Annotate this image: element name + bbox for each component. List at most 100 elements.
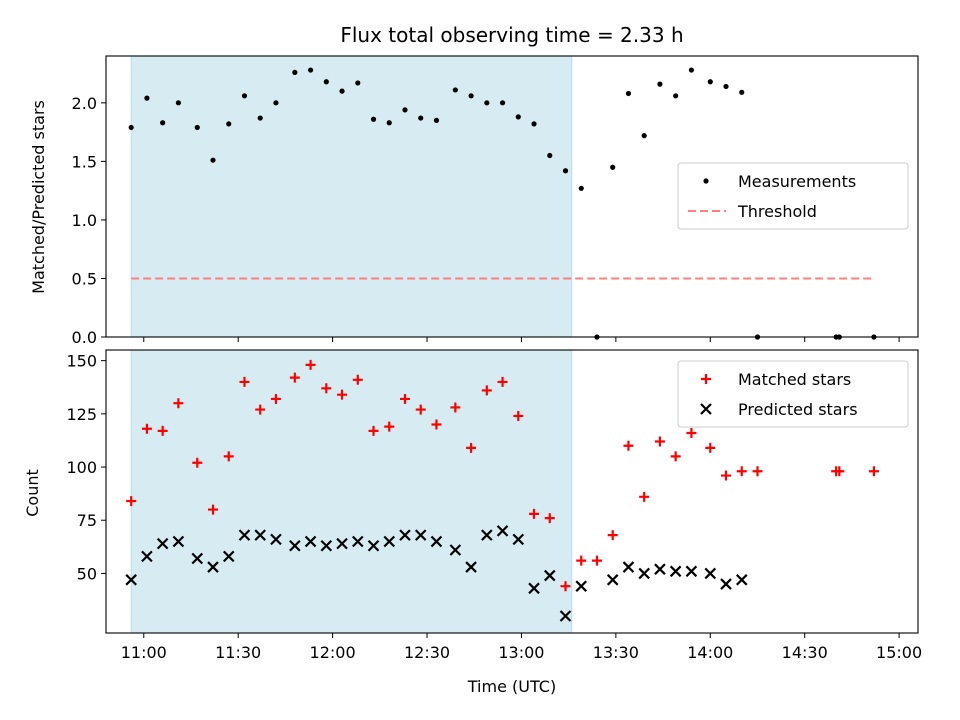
legend-matched-swatch [701,374,711,384]
y-tick-label: 150 [66,352,97,371]
matched-star-point [670,451,681,462]
matched-star-point [513,410,524,421]
x-tick-label: 11:30 [215,643,261,662]
measurement-point [273,100,279,106]
predicted-star-point [654,563,666,575]
matched-star-point [639,491,650,502]
measurement-point [194,124,200,131]
matched-star-point [321,383,332,394]
predicted-star-point [222,550,235,563]
matched-star-point [305,359,316,370]
matched-star-point [239,376,250,387]
predicted-star-point [685,565,698,578]
matched-star-point [415,404,426,415]
y-tick-label: 50 [77,564,97,583]
matched-star-point [834,466,845,477]
predicted-star-point [528,582,540,595]
predicted-star-point [669,565,682,578]
predicted-star-point [575,580,588,592]
measurement-point [499,100,506,106]
predicted-star-point [352,535,364,548]
matched-star-point [192,457,203,468]
matched-star-point [607,530,618,541]
measurement-point [610,164,616,170]
matched-star-point [481,385,492,396]
measurement-point [144,95,150,101]
bottom-ylabel: Count [23,469,42,517]
predicted-star-point [414,529,427,541]
predicted-star-point [559,610,572,622]
matched-star-point [208,504,219,515]
matched-star-point [705,442,716,453]
predicted-star-point [336,537,348,550]
shaded-span [130,55,573,338]
matched-star-point [270,393,281,404]
measurement-point [515,114,521,120]
measurement-point [673,93,679,99]
legend-label: Predicted stars [738,400,858,419]
predicted-star-point [320,539,333,552]
matched-star-point [141,423,152,434]
axes-frame [105,55,919,338]
measurement-point [386,120,392,126]
matched-star-point [352,374,363,385]
legend-label: Measurements [738,172,856,191]
y-tick-label: 2.0 [72,94,97,113]
y-tick-label: 0.5 [72,269,97,288]
matched-star-point [497,376,508,387]
matched-star-point [255,404,266,415]
legend-label: Threshold [737,202,817,221]
matched-star-point [157,425,168,436]
predicted-star-point [481,529,493,541]
chart-title: Flux total observing time = 2.33 h [340,23,683,47]
y-tick-label: 1.5 [72,152,97,171]
predicted-star-point [606,574,619,586]
predicted-star-point [141,550,153,563]
matched-star-point [686,427,697,438]
matched-star-point [560,581,571,592]
measurement-point [323,79,329,85]
predicted-star-point [383,535,396,548]
measurement-point [723,83,729,90]
matched-star-point [544,513,555,524]
x-tick-label: 14:30 [782,643,828,662]
predicted-star-point [465,561,477,573]
predicted-star-point [543,569,556,582]
legend-box [677,162,909,230]
measurement-point [241,93,248,99]
predicted-star-point [622,561,635,573]
matched-star-point [736,466,747,477]
measurement-point [452,87,458,93]
measurement-point [418,115,424,121]
measurement-point [739,89,745,95]
predicted-star-point [289,539,301,552]
y-tick-label: 100 [66,458,97,477]
predicted-star-point [735,574,748,586]
predicted-star-point [254,529,266,541]
predicted-star-point [304,535,317,548]
y-tick-label: 125 [66,405,97,424]
bottom-xlabel: Time (UTC) [467,677,556,696]
matched-star-point [591,555,602,566]
top-panel: 0.0 0.5 1.0 1.5 2.0 Measurements Threshold [72,55,919,347]
measurement-point [175,100,181,106]
matched-star-point [529,508,540,519]
matched-star-point [450,402,461,413]
matched-star-point [223,451,234,462]
x-tick-label: 15:00 [876,643,922,662]
measurement-point [433,117,440,123]
legend-predicted-swatch [700,403,712,415]
matched-star-point [337,389,348,400]
y-tick-label: 75 [77,511,97,530]
measurement-point [307,67,314,73]
x-tick-label: 11:00 [121,643,167,662]
measurement-point [688,67,694,73]
x-tick-label: 14:00 [687,643,733,662]
measurement-point [160,120,166,126]
predicted-star-point [367,539,380,552]
predicted-star-point [512,533,525,546]
measurement-point [468,93,474,99]
matched-star-point [173,398,184,409]
x-tick-label: 13:30 [593,643,639,662]
matched-star-point [576,555,587,566]
